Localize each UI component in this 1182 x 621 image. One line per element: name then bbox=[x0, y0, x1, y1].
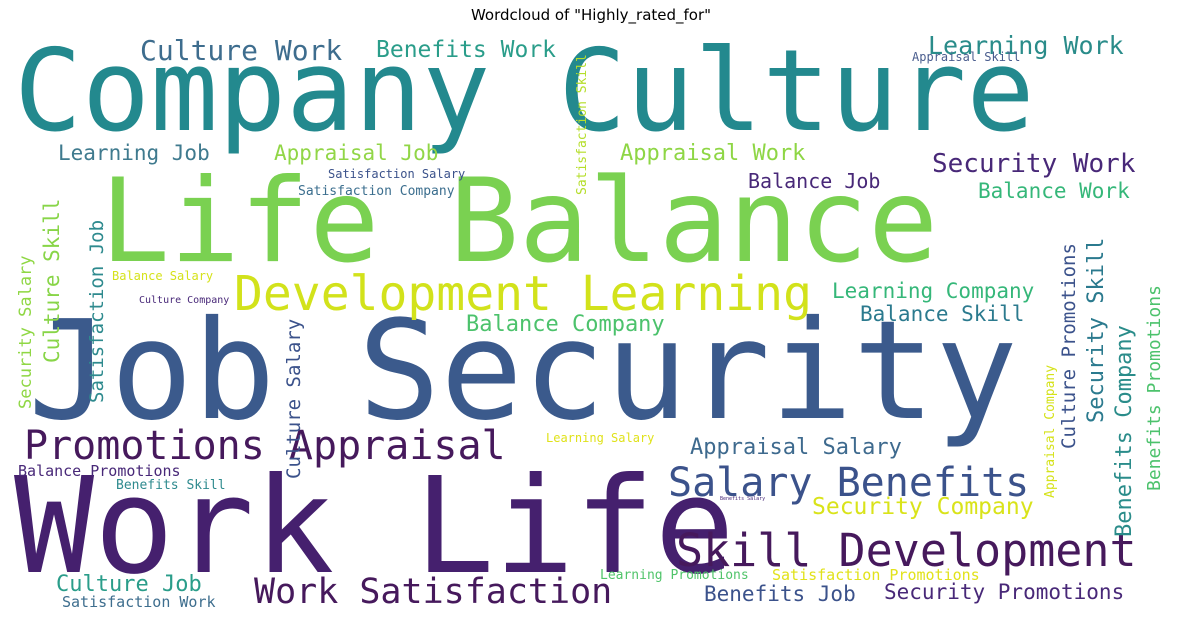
word-balance-work: Balance Work bbox=[978, 179, 1130, 203]
word-appraisal-work: Appraisal Work bbox=[620, 141, 806, 166]
word-life-balance: Life Balance bbox=[100, 154, 939, 289]
word-learning-promotions: Learning Promotions bbox=[600, 568, 749, 583]
word-benefits-promotions: Benefits Promotions bbox=[1144, 285, 1165, 491]
word-culture-company: Culture Company bbox=[139, 295, 230, 306]
word-security-promotions: Security Promotions bbox=[884, 580, 1125, 604]
word-balance-skill: Balance Skill bbox=[860, 302, 1025, 326]
word-culture-work: Culture Work bbox=[140, 34, 343, 67]
word-culture-skill: Culture Skill bbox=[40, 198, 64, 363]
word-learning-work: Learning Work bbox=[928, 33, 1124, 60]
word-satisfaction-skill: Satisfaction Skill bbox=[575, 54, 590, 195]
word-balance-promotions: Balance Promotions bbox=[18, 462, 181, 480]
word-appraisal-company: Appraisal Company bbox=[1043, 364, 1058, 498]
word-balance-job: Balance Job bbox=[748, 169, 881, 193]
word-work-satisfaction: Work Satisfaction bbox=[254, 572, 613, 612]
word-appraisal-job: Appraisal Job bbox=[274, 141, 439, 165]
word-benefits-skill: Benefits Skill bbox=[116, 478, 226, 493]
word-security-work: Security Work bbox=[932, 149, 1136, 179]
word-job-security: Job Security bbox=[28, 292, 1018, 451]
word-satisfaction-job: Satisfaction Job bbox=[86, 219, 108, 403]
word-security-salary: Security Salary bbox=[16, 255, 36, 409]
word-security-company: Security Company bbox=[812, 494, 1034, 520]
word-benefits-work: Benefits Work bbox=[376, 37, 557, 63]
word-culture-salary: Culture Salary bbox=[283, 318, 305, 479]
word-benefits-salary: Benefits Salary bbox=[720, 496, 766, 502]
word-work-life: Work Life bbox=[14, 450, 735, 604]
word-satisfaction-salary: Satisfaction Salary bbox=[328, 167, 466, 181]
word-benefits-company: Benefits Company bbox=[1112, 325, 1137, 537]
word-salary-benefits: Salary Benefits bbox=[668, 460, 1030, 506]
word-learning-job: Learning Job bbox=[58, 141, 210, 165]
word-skill-development: Skill Development bbox=[676, 524, 1137, 577]
word-learning-salary: Learning Salary bbox=[546, 431, 655, 445]
word-satisfaction-work: Satisfaction Work bbox=[62, 593, 216, 611]
word-culture-job: Culture Job bbox=[56, 572, 202, 597]
word-balance-company: Balance Company bbox=[466, 312, 665, 337]
word-security-skill: Security Skill bbox=[1084, 237, 1109, 423]
word-satisfaction-company: Satisfaction Company bbox=[298, 184, 455, 199]
word-appraisal-salary: Appraisal Salary bbox=[690, 435, 902, 460]
word-balance-salary: Balance Salary bbox=[112, 269, 214, 283]
wordcloud: Company Culture Life Balance Job Securit… bbox=[14, 33, 1172, 613]
chart-title: Wordcloud of "Highly_rated_for" bbox=[470, 6, 712, 24]
word-company-culture: Company Culture bbox=[14, 33, 1035, 157]
word-satisfaction-promotions: Satisfaction Promotions bbox=[772, 566, 980, 584]
word-development-learning: Development Learning bbox=[234, 266, 812, 322]
word-learning-company: Learning Company bbox=[832, 279, 1035, 303]
word-promotions-appraisal: Promotions Appraisal bbox=[24, 423, 506, 469]
word-culture-promotions: Culture Promotions bbox=[1058, 243, 1080, 449]
word-benefits-job: Benefits Job bbox=[704, 582, 856, 606]
word-appraisal-skill: Appraisal Skill bbox=[912, 50, 1021, 64]
